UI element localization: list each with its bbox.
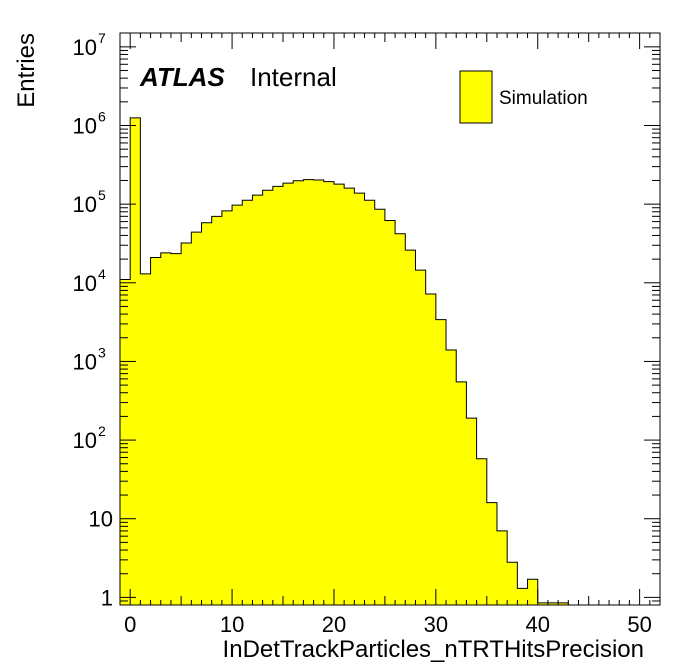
histogram-bin [232,205,243,606]
y-tick-label: 10 [73,35,97,60]
histogram-bin [384,220,396,606]
y-tick-exponent: 4 [98,266,106,282]
histogram-bin [181,243,192,605]
y-tick-label: 10 [73,349,97,374]
histogram-bin [507,562,518,605]
y-tick-label: 10 [73,271,97,296]
histogram-bin [456,381,467,605]
histogram-bin [150,257,162,605]
histogram-bin [435,319,447,605]
y-tick-exponent: 7 [98,30,106,46]
histogram-bin [496,530,508,605]
histogram-bin [364,200,376,605]
legend-swatch [459,70,493,124]
x-tick-label: 30 [424,612,448,637]
internal-label: Internal [250,62,337,92]
histogram-bin [547,602,559,605]
y-tick-label: 10 [73,428,97,453]
histogram-bin [283,183,294,605]
y-axis-title: Entries [13,33,40,108]
histogram-bin [537,602,549,605]
histogram-bin [242,200,253,605]
histogram-bin [262,190,274,605]
histogram-bin [486,502,498,605]
histogram-bin [415,270,427,605]
histogram-bin [140,273,151,605]
histogram-bin [170,253,182,605]
legend-entry-simulation: Simulation [499,88,588,109]
histogram-bin [191,232,202,606]
histogram-bin [527,579,539,605]
histogram-bin [395,233,406,606]
y-tick-label: 1 [101,585,113,610]
histogram-bars [119,117,569,606]
histogram-bin [354,193,365,605]
histogram-bin [252,195,264,605]
axis-ticks [119,33,661,606]
histogram-bin [160,252,172,605]
atlas-label: ATLAS [139,62,225,92]
histogram-bin [344,188,355,605]
histogram-bin [374,209,386,606]
y-tick-label: 10 [73,113,97,138]
x-tick-label: 20 [322,612,346,637]
histogram-bin [466,418,478,605]
histogram-bin [476,458,488,605]
x-axis-title: InDetTrackParticles_nTRTHitsPrecision [223,636,644,663]
histogram-bin [272,186,284,605]
histogram-bin [313,179,325,605]
x-tick-label: 40 [525,612,549,637]
y-tick-exponent: 5 [98,187,106,203]
histogram-bin [333,184,345,605]
histogram-bin [446,349,457,605]
histogram-bin [323,181,335,606]
histogram-bin [211,216,223,605]
histogram-outline [119,117,569,605]
histogram-bin [201,222,213,605]
y-tick-exponent: 6 [98,108,106,124]
histogram-bin [293,180,304,606]
histogram-bin [517,588,528,605]
x-tick-label: 50 [627,612,651,637]
y-tick-exponent: 2 [98,423,106,439]
x-tick-label: 10 [220,612,244,637]
histogram-bin [425,294,437,605]
histogram-bin [120,279,131,605]
histogram-bin [558,602,569,605]
histogram-bin [405,250,416,605]
y-tick-label: 10 [73,192,97,217]
y-tick-exponent: 3 [98,344,106,360]
plot-frame [119,32,661,606]
histogram-bin [303,179,314,605]
y-tick-label: 10 [89,507,113,532]
x-tick-label: 0 [124,612,136,637]
histogram-bin [221,210,233,605]
